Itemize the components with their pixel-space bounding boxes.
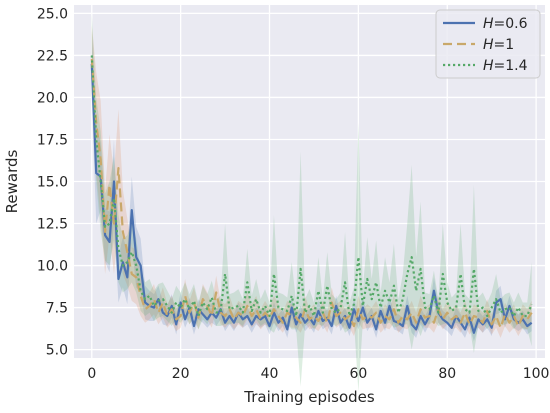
- x-tick-label: 0: [87, 366, 96, 382]
- line-h-1: [90, 58, 533, 329]
- y-tick-label: 5.0: [46, 343, 68, 359]
- band-h-1-4: [91, 13, 532, 392]
- legend: H=0.6 H=1 H=1.4: [435, 9, 541, 79]
- legend-label-h-1: H=1: [483, 37, 514, 53]
- y-tick-label: 17.5: [37, 132, 68, 148]
- x-tick-labels: 0 20 40 60 80 100: [87, 366, 549, 382]
- x-tick-label: 80: [438, 366, 456, 382]
- series-lines: [90, 55, 533, 334]
- x-axis-label: Training episodes: [243, 388, 375, 406]
- x-tick-label: 40: [261, 366, 279, 382]
- y-tick-label: 12.5: [37, 217, 68, 233]
- legend-label-h-1-4: H=1.4: [483, 58, 528, 74]
- legend-frame: [435, 9, 541, 79]
- y-tick-label: 15.0: [37, 175, 68, 191]
- y-tick-label: 7.5: [46, 301, 68, 317]
- y-tick-label: 10.0: [37, 259, 68, 275]
- band-h-1: [91, 25, 532, 338]
- x-tick-label: 100: [523, 366, 550, 382]
- line-h-1-4: [90, 55, 533, 318]
- x-tick-label: 60: [349, 366, 367, 382]
- line-h-0-6: [90, 63, 533, 334]
- y-tick-label: 25.0: [37, 6, 68, 22]
- confidence-bands: [91, 13, 532, 392]
- y-tick-labels: 5.0 7.5 10.0 12.5 15.0 17.5 20.0 22.5 25.0: [37, 6, 68, 358]
- y-tick-label: 22.5: [37, 48, 68, 64]
- y-axis-label: Rewards: [3, 149, 21, 213]
- x-tick-label: 20: [172, 366, 190, 382]
- legend-label-h-0-6: H=0.6: [483, 16, 528, 32]
- y-tick-label: 20.0: [37, 90, 68, 106]
